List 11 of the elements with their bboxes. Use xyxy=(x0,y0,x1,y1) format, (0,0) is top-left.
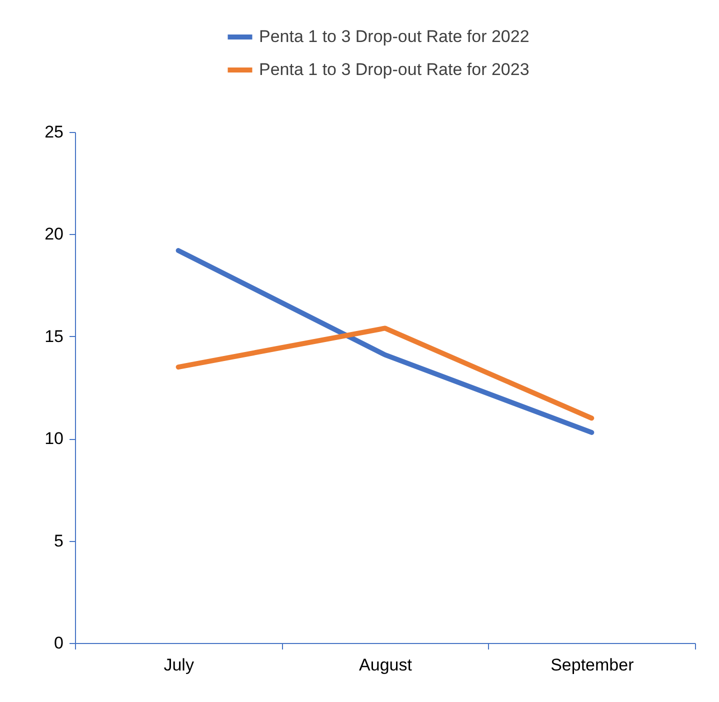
x-tick-label: August xyxy=(359,656,412,674)
y-tick-label: 25 xyxy=(44,122,64,142)
y-tick-label: 20 xyxy=(44,224,64,244)
y-tick-label: 5 xyxy=(54,531,64,550)
y-tick-label: 15 xyxy=(44,326,64,346)
x-tick-label: July xyxy=(164,656,194,674)
y-tick-label: 10 xyxy=(44,429,64,448)
legend-label: Penta 1 to 3 Drop-out Rate for 2023 xyxy=(259,60,530,79)
x-tick-label: September xyxy=(550,656,634,674)
y-tick-label: 0 xyxy=(54,634,64,652)
legend-label: Penta 1 to 3 Drop-out Rate for 2022 xyxy=(259,27,530,46)
